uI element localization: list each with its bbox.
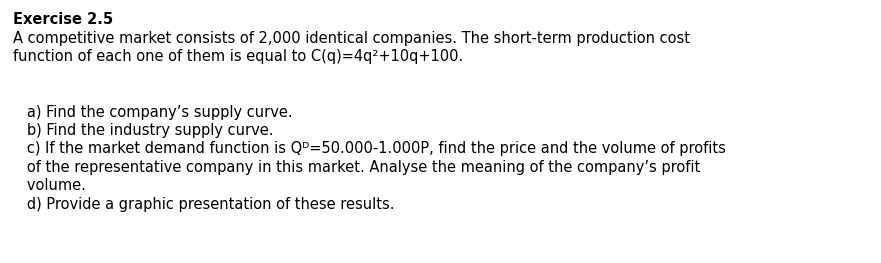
Text: a) Find the company’s supply curve.: a) Find the company’s supply curve. [13,104,292,119]
Text: volume.: volume. [13,179,86,194]
Text: b) Find the industry supply curve.: b) Find the industry supply curve. [13,123,274,138]
Text: d) Provide a graphic presentation of these results.: d) Provide a graphic presentation of the… [13,197,395,212]
Text: function of each one of them is equal to C(q)=4q²+10q+100.: function of each one of them is equal to… [13,49,463,64]
Text: of the representative company in this market. Analyse the meaning of the company: of the representative company in this ma… [13,160,700,175]
Text: Exercise 2.5: Exercise 2.5 [13,12,114,27]
Text: A competitive market consists of 2,000 identical companies. The short-term produ: A competitive market consists of 2,000 i… [13,31,690,45]
Text: c) If the market demand function is Qᴰ=50.000-1.000P, find the price and the vol: c) If the market demand function is Qᴰ=5… [13,141,726,156]
